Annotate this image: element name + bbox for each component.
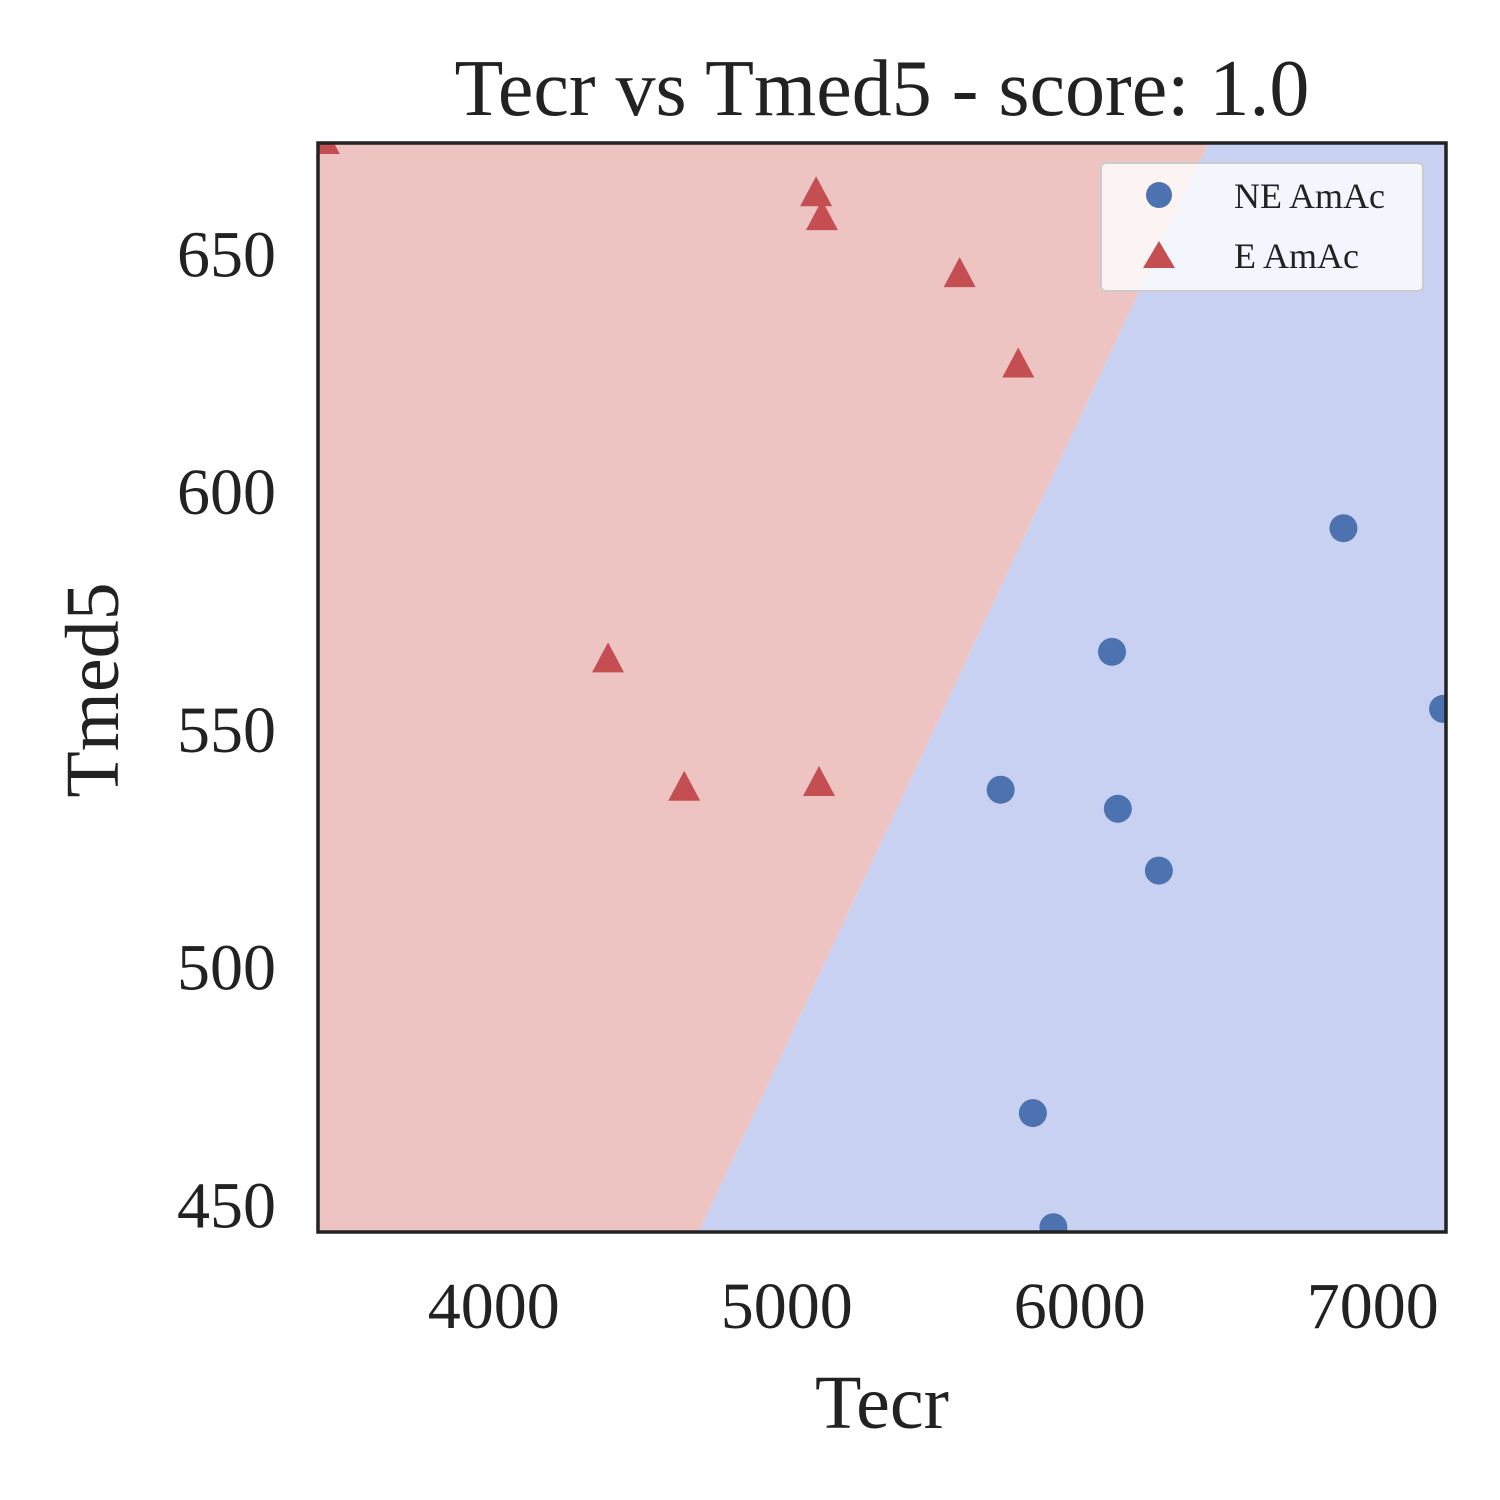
point-ne-amac-4	[1103, 794, 1132, 823]
point-e-amac-0	[318, 143, 340, 154]
point-e-amac-6	[668, 770, 701, 801]
plot-frame	[316, 141, 1448, 1234]
y-tick-label: 450	[177, 1169, 276, 1242]
x-tick-label: 5000	[721, 1270, 853, 1343]
decision-region-e-amac	[318, 143, 1209, 1232]
legend-marker-e-amac	[1143, 241, 1175, 268]
x-tick-label: 4000	[428, 1270, 560, 1343]
y-axis-ticks: 450 500 550 600 650	[177, 218, 276, 1242]
point-e-amac-4	[1002, 347, 1035, 378]
point-e-amac-2	[805, 200, 838, 231]
x-axis-label: Tecr	[815, 1361, 949, 1445]
x-tick-label: 7000	[1307, 1270, 1439, 1343]
y-tick-label: 500	[177, 932, 276, 1005]
point-ne-amac-5	[1144, 856, 1173, 885]
y-tick-label: 600	[177, 456, 276, 529]
y-tick-label: 550	[177, 694, 276, 767]
point-e-amac-7	[803, 765, 836, 796]
chart-title: Tecr vs Tmed5 - score: 1.0	[455, 45, 1310, 133]
point-e-amac-3	[943, 257, 976, 288]
point-ne-amac-3	[986, 775, 1015, 804]
point-ne-amac-1	[1097, 637, 1126, 666]
x-tick-label: 6000	[1014, 1270, 1146, 1343]
point-ne-amac-6	[1018, 1099, 1047, 1128]
point-ne-amac-2	[1429, 694, 1446, 723]
point-ne-amac-0	[1329, 514, 1358, 543]
legend-label-ne-amac: NE AmAc	[1234, 176, 1385, 216]
x-axis-ticks: 4000 5000 6000 7000	[428, 1270, 1439, 1343]
data-points	[318, 143, 1446, 1232]
point-e-amac-1	[800, 176, 833, 207]
y-axis-label: Tmed5	[51, 582, 135, 797]
plot-area	[318, 143, 1446, 1232]
point-ne-amac-7	[1039, 1213, 1068, 1232]
legend-box	[1100, 162, 1424, 292]
legend-label-e-amac: E AmAc	[1234, 236, 1359, 276]
legend-marker-ne-amac	[1146, 182, 1172, 208]
decision-region-ne-amac	[698, 143, 1446, 1232]
legend: NE AmAc E AmAc	[1100, 162, 1424, 292]
point-e-amac-5	[592, 642, 625, 673]
y-tick-label: 650	[177, 218, 276, 291]
